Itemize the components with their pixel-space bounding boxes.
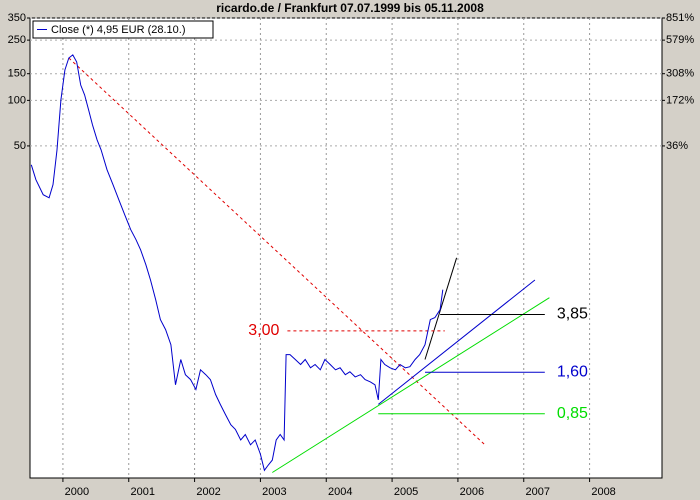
- level-label: 0,85: [557, 405, 588, 422]
- x-tick-label: 2003: [262, 486, 286, 498]
- trend-line: [272, 297, 550, 473]
- x-tick-label: 2006: [460, 486, 484, 498]
- y-tick-label: 350: [8, 12, 26, 24]
- x-tick-label: 2008: [591, 486, 615, 498]
- chart-title: ricardo.de / Frankfurt 07.07.1999 bis 05…: [216, 1, 484, 15]
- x-tick-label: 2002: [196, 486, 220, 498]
- trend-line: [424, 257, 458, 360]
- trend-line: [377, 279, 536, 405]
- plot-area: [29, 17, 663, 479]
- legend-box: [32, 20, 214, 39]
- x-tick-label: 2004: [328, 486, 352, 498]
- price-line: [30, 54, 444, 472]
- legend-label: Close (*) 4,95 EUR (28.10.): [51, 24, 186, 36]
- y2-tick-label: 36%: [666, 140, 688, 152]
- x-tick-label: 2005: [394, 486, 418, 498]
- x-tick-label: 2000: [65, 486, 89, 498]
- y2-tick-label: 851%: [666, 12, 694, 24]
- y2-tick-label: 308%: [666, 68, 694, 80]
- y-tick-label: 150: [8, 68, 26, 80]
- y-tick-label: 50: [14, 140, 26, 152]
- x-tick-label: 2007: [526, 486, 550, 498]
- trend-line: [68, 57, 486, 446]
- x-tick-label: 2001: [131, 486, 155, 498]
- level-label: 3,00: [248, 322, 279, 339]
- level-label: 1,60: [557, 363, 588, 380]
- level-label: 3,85: [557, 306, 588, 323]
- y2-tick-label: 172%: [666, 94, 694, 106]
- y2-tick-label: 579%: [666, 34, 694, 46]
- y-tick-label: 100: [8, 94, 26, 106]
- y-tick-label: 250: [8, 34, 26, 46]
